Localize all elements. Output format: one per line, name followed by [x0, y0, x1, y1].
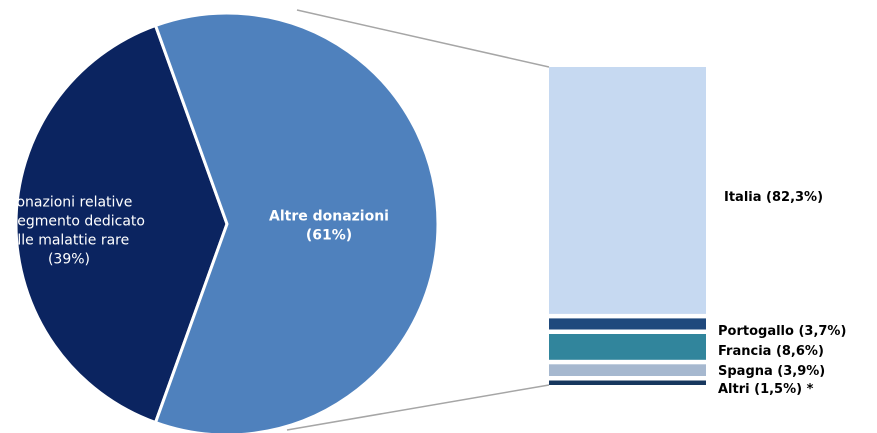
- bar-segment-3: [549, 364, 706, 376]
- connector-lines: [286, 9, 550, 431]
- bar-segment-label-4: Altri (1,5%) *: [718, 382, 814, 397]
- bar-segment-label-3: Spagna (3,9%): [718, 364, 825, 379]
- bar-segment-label-0: Italia (82,3%): [724, 190, 823, 205]
- bar-segment-label-2: Francia (8,6%): [718, 344, 824, 359]
- connector-line-top: [296, 9, 550, 68]
- breakdown-bar: Italia (82,3%) Portogallo (3,7%) Francia (…: [549, 67, 846, 397]
- pie-slice-1: [154, 11, 440, 433]
- bar-segment-4: [549, 380, 706, 385]
- connector-line-bottom: [286, 384, 550, 431]
- pie-slice-label-0: Donazioni relative al segmento dedicato al…: [0, 195, 145, 268]
- bar-segment-2: [549, 334, 706, 360]
- bar-segment-1: [549, 318, 706, 330]
- bar-segment-label-1: Portogallo (3,7%): [718, 324, 846, 339]
- pie-slice-0: [14, 23, 229, 425]
- pie-slice-label-1: Altre donazioni (61%): [269, 209, 389, 244]
- bar-segment-0: [549, 67, 706, 314]
- pie-chart: Donazioni relative al segmento dedicato al…: [0, 11, 440, 433]
